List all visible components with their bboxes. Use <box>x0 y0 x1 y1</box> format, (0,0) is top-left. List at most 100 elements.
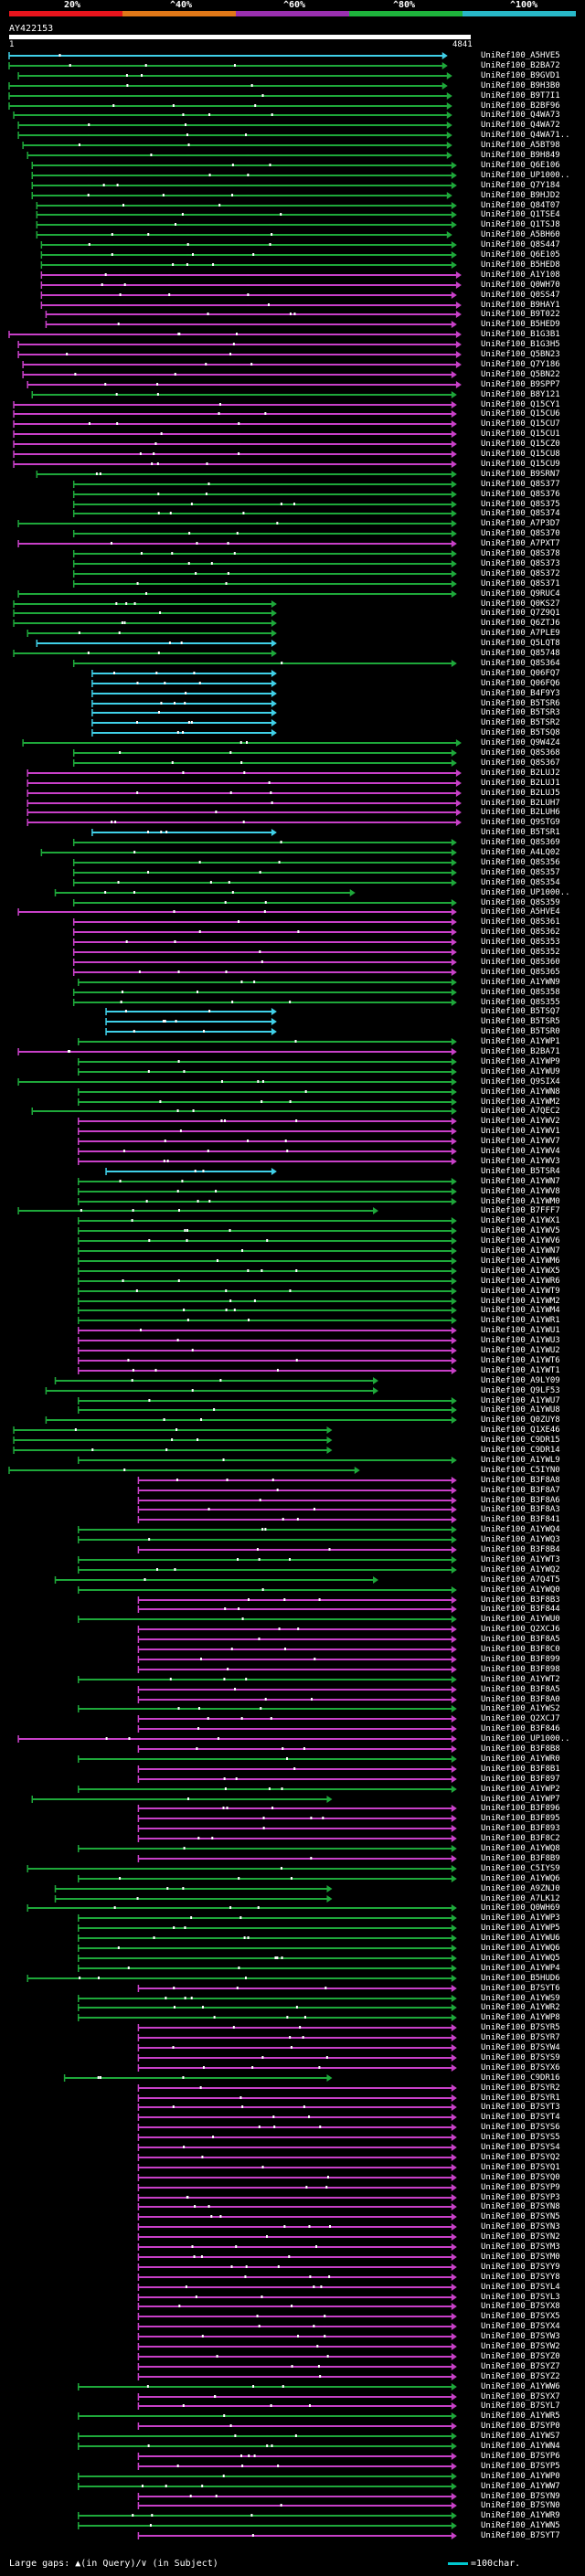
hit-row[interactable]: UniRef100_A1YWX1 <box>0 1215 585 1227</box>
hit-bar[interactable] <box>0 1345 475 1356</box>
hit-label[interactable]: UniRef100_B7SYQ1 <box>481 2162 560 2172</box>
hit-row[interactable]: UniRef100_B7SYN5 <box>0 2211 585 2223</box>
hit-row[interactable]: UniRef100_A1YWW6 <box>0 2381 585 2393</box>
hit-row[interactable]: UniRef100_A5HVE5 <box>0 50 585 62</box>
hit-row[interactable]: UniRef100_A1YWP5 <box>0 1923 585 1935</box>
hit-label[interactable]: UniRef100_B7SYN0 <box>481 2501 560 2511</box>
hit-row[interactable]: UniRef100_Q0SS47 <box>0 290 585 302</box>
hit-bar[interactable] <box>0 1794 475 1805</box>
hit-row[interactable]: UniRef100_Q06FQ7 <box>0 668 585 680</box>
hit-bar[interactable] <box>0 1006 475 1017</box>
hit-label[interactable]: UniRef100_B3F8A5 <box>481 1635 560 1645</box>
hit-bar[interactable] <box>0 817 475 828</box>
hit-bar[interactable] <box>0 439 475 450</box>
hit-label[interactable]: UniRef100_A1YWN9 <box>481 977 560 987</box>
hit-bar[interactable] <box>0 499 475 510</box>
hit-row[interactable]: UniRef100_B3F8A5 <box>0 1634 585 1646</box>
hit-bar[interactable] <box>0 260 475 270</box>
hit-row[interactable]: UniRef100_Q8S376 <box>0 489 585 501</box>
hit-row[interactable]: UniRef100_B3F8A0 <box>0 1694 585 1706</box>
hit-bar[interactable] <box>0 489 475 500</box>
hit-bar[interactable] <box>0 588 475 599</box>
hit-bar[interactable] <box>0 309 475 320</box>
hit-label[interactable]: UniRef100_A1YWP0 <box>481 2471 560 2481</box>
hit-row[interactable]: UniRef100_B8Y121 <box>0 389 585 401</box>
hit-row[interactable]: UniRef100_B3F8A3 <box>0 1504 585 1516</box>
hit-bar[interactable] <box>0 329 475 340</box>
hit-label[interactable]: UniRef100_A1YWV1 <box>481 1127 560 1137</box>
hit-bar[interactable] <box>0 1614 475 1625</box>
hit-bar[interactable] <box>0 1325 475 1336</box>
hit-bar[interactable] <box>0 737 475 748</box>
hit-bar[interactable] <box>0 180 475 191</box>
hit-label[interactable]: UniRef100_B7SYT4 <box>481 2113 560 2123</box>
hit-bar[interactable] <box>0 1784 475 1795</box>
hit-row[interactable]: UniRef100_B7SYX7 <box>0 2391 585 2403</box>
hit-label[interactable]: UniRef100_B9H3B0 <box>481 80 560 90</box>
hit-bar[interactable] <box>0 1335 475 1346</box>
hit-row[interactable]: UniRef100_B7SYS6 <box>0 2122 585 2134</box>
hit-row[interactable]: UniRef100_A1YWN7 <box>0 1176 585 1188</box>
hit-label[interactable]: UniRef100_B7SYW3 <box>481 2332 560 2342</box>
hit-row[interactable]: UniRef100_B2LUJ1 <box>0 778 585 790</box>
hit-label[interactable]: UniRef100_Q2XCJ7 <box>481 1714 560 1724</box>
hit-row[interactable]: UniRef100_B3F844 <box>0 1604 585 1616</box>
hit-label[interactable]: UniRef100_B5TSR0 <box>481 1027 560 1037</box>
hit-label[interactable]: UniRef100_B2LUJ1 <box>481 778 560 788</box>
hit-label[interactable]: UniRef100_A1YWP2 <box>481 1784 560 1794</box>
hit-row[interactable]: UniRef100_B5TSR6 <box>0 698 585 710</box>
hit-row[interactable]: UniRef100_A7Q4T5 <box>0 1574 585 1586</box>
hit-bar[interactable] <box>0 359 475 370</box>
hit-label[interactable]: UniRef100_Q85748 <box>481 649 560 658</box>
hit-label[interactable]: UniRef100_A1YWW6 <box>481 2381 560 2391</box>
hit-bar[interactable] <box>0 707 475 718</box>
hit-label[interactable]: UniRef100_B7SYS6 <box>481 2123 560 2133</box>
hit-label[interactable]: UniRef100_A1YWN5 <box>481 2521 560 2531</box>
hit-row[interactable]: UniRef100_B7SYN0 <box>0 2500 585 2512</box>
hit-row[interactable]: UniRef100_A1YWU1 <box>0 1325 585 1337</box>
hit-bar[interactable] <box>0 2252 475 2263</box>
hit-bar[interactable] <box>0 2341 475 2352</box>
hit-row[interactable]: UniRef100_Q8S357 <box>0 867 585 879</box>
hit-label[interactable]: UniRef100_Q8S360 <box>481 957 560 967</box>
hit-bar[interactable] <box>0 827 475 838</box>
hit-bar[interactable] <box>0 1873 475 1884</box>
hit-label[interactable]: UniRef100_UP1000.. <box>481 1734 570 1744</box>
hit-label[interactable]: UniRef100_B3F8B3 <box>481 1595 560 1605</box>
hit-label[interactable]: UniRef100_B5TSR6 <box>481 698 560 708</box>
hit-label[interactable]: UniRef100_A1YWR9 <box>481 2511 560 2521</box>
hit-bar[interactable] <box>0 2152 475 2163</box>
hit-label[interactable]: UniRef100_Q8S373 <box>481 558 560 568</box>
hit-row[interactable]: UniRef100_Q15CU8 <box>0 449 585 461</box>
hit-label[interactable]: UniRef100_B3F8B9 <box>481 1853 560 1863</box>
hit-bar[interactable] <box>0 1375 475 1386</box>
hit-bar[interactable] <box>0 1504 475 1515</box>
hit-row[interactable]: UniRef100_A1YWS7 <box>0 2431 585 2443</box>
hit-row[interactable]: UniRef100_A1YWX5 <box>0 1266 585 1277</box>
hit-bar[interactable] <box>0 1276 475 1287</box>
hit-row[interactable]: UniRef100_A1YWP0 <box>0 2471 585 2483</box>
hit-row[interactable]: UniRef100_B7SYQ2 <box>0 2152 585 2164</box>
hit-label[interactable]: UniRef100_A9LY09 <box>481 1375 560 1385</box>
hit-label[interactable]: UniRef100_B7SYP5 <box>481 2461 560 2471</box>
hit-bar[interactable] <box>0 857 475 868</box>
hit-bar[interactable] <box>0 1196 475 1207</box>
hit-label[interactable]: UniRef100_A7Q4T5 <box>481 1574 560 1585</box>
hit-label[interactable]: UniRef100_Q9STG9 <box>481 818 560 828</box>
hit-bar[interactable] <box>0 1136 475 1147</box>
hit-row[interactable]: UniRef100_B9HAY1 <box>0 300 585 312</box>
hit-bar[interactable] <box>0 2142 475 2153</box>
hit-row[interactable]: UniRef100_B3F8A8 <box>0 1475 585 1487</box>
hit-label[interactable]: UniRef100_B7SYL3 <box>481 2292 560 2302</box>
hit-label[interactable]: UniRef100_A1YWN4 <box>481 2442 560 2451</box>
hit-row[interactable]: UniRef100_B3F899 <box>0 1654 585 1666</box>
hit-row[interactable]: UniRef100_B5HED8 <box>0 260 585 271</box>
hit-row[interactable]: UniRef100_B7SYL7 <box>0 2401 585 2412</box>
hit-row[interactable]: UniRef100_Q8S360 <box>0 957 585 969</box>
hit-label[interactable]: UniRef100_Q15CU8 <box>481 450 560 459</box>
hit-bar[interactable] <box>0 648 475 659</box>
hit-label[interactable]: UniRef100_B7SYY8 <box>481 2272 560 2282</box>
hit-row[interactable]: UniRef100_B3F8B1 <box>0 1764 585 1776</box>
hit-row[interactable]: UniRef100_A1YWP1 <box>0 1036 585 1048</box>
hit-bar[interactable] <box>0 2221 475 2232</box>
